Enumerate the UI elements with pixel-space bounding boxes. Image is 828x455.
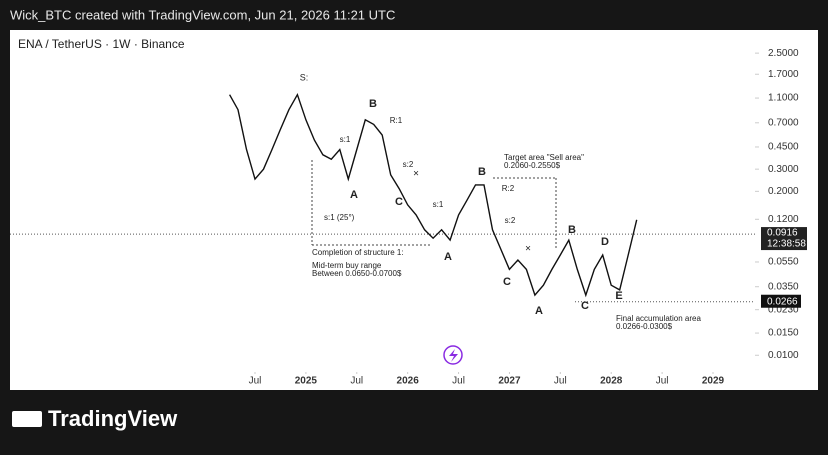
annotation: Target area "Sell area" [504,153,584,162]
annotation: R:1 [390,116,403,125]
annotation: C [503,276,511,288]
watermark-bolt [449,349,458,362]
annotation: C [395,196,403,208]
y-tick-label: 0.0350 [768,281,799,292]
annotation: B [568,224,576,236]
annotation: 0.0266-0.0300$ [616,322,673,331]
y-tick-label: 0.0230 [768,304,799,315]
logo-icon [12,411,42,427]
support-label: 0.0266 [767,296,798,307]
watermark-icon [443,345,463,365]
footer-logo: TradingView [48,406,178,431]
annotation: 0.2060-0.2550$ [504,161,561,170]
annotation: s:1 (25°) [324,213,355,222]
y-tick-label: 0.4500 [768,142,799,153]
annotation: B [478,166,486,178]
annotation: S: [300,72,309,82]
annotation: C [581,300,589,312]
annotation: s:2 [403,160,414,169]
y-tick-label: 0.2000 [768,186,799,197]
annotation: s:1 [433,200,444,209]
annotation: R:2 [502,184,515,193]
annotation: A [350,189,358,201]
y-tick-label: 0.1200 [768,214,799,225]
chart-panel [10,30,818,390]
chart-title: ENA / TetherUS · 1W · Binance [18,37,185,51]
countdown-label: 12:38:58 [767,239,806,250]
header: Wick_BTC created with TradingView.com, J… [10,7,395,22]
annotation: × [413,169,419,180]
x-tick-label: 2027 [498,376,521,387]
x-tick-label: 2026 [397,376,420,387]
annotation: B [369,98,377,110]
x-tick-label: Jul [554,376,567,387]
x-tick-label: Jul [452,376,465,387]
support-badge [761,294,801,308]
y-tick-label: 0.0550 [768,257,799,268]
y-tick-label: 0.3000 [768,164,799,175]
annotation: Completion of structure 1: [312,248,404,257]
x-tick-label: Jul [350,376,363,387]
annotation: A [535,305,543,317]
price-line [228,92,638,298]
y-tick-label: 2.5000 [768,48,799,59]
last-price-label: 0.0916 [767,228,798,239]
annotation: s:1 [340,135,351,144]
y-tick-label: 0.7000 [768,117,799,128]
annotation: Final accumulation area [616,314,701,323]
last-price-badge [761,227,807,251]
annotation: A [444,251,452,263]
annotation: Mid-term buy range [312,261,382,270]
annotation: s:2 [505,216,516,225]
annotation: Between 0.0650-0.0700$ [312,269,402,278]
x-tick-label: Jul [249,376,262,387]
x-tick-label: 2029 [702,376,725,387]
y-tick-label: 0.0100 [768,350,799,361]
annotation: × [525,244,531,255]
y-tick-label: 1.7000 [768,69,799,80]
annotation: E [615,290,622,302]
y-tick-label: 1.1000 [768,93,799,104]
y-tick-label: 0.0150 [768,328,799,339]
annotation: D [601,236,609,248]
x-tick-label: 2025 [295,376,318,387]
x-tick-label: 2028 [600,376,623,387]
x-tick-label: Jul [656,376,669,387]
